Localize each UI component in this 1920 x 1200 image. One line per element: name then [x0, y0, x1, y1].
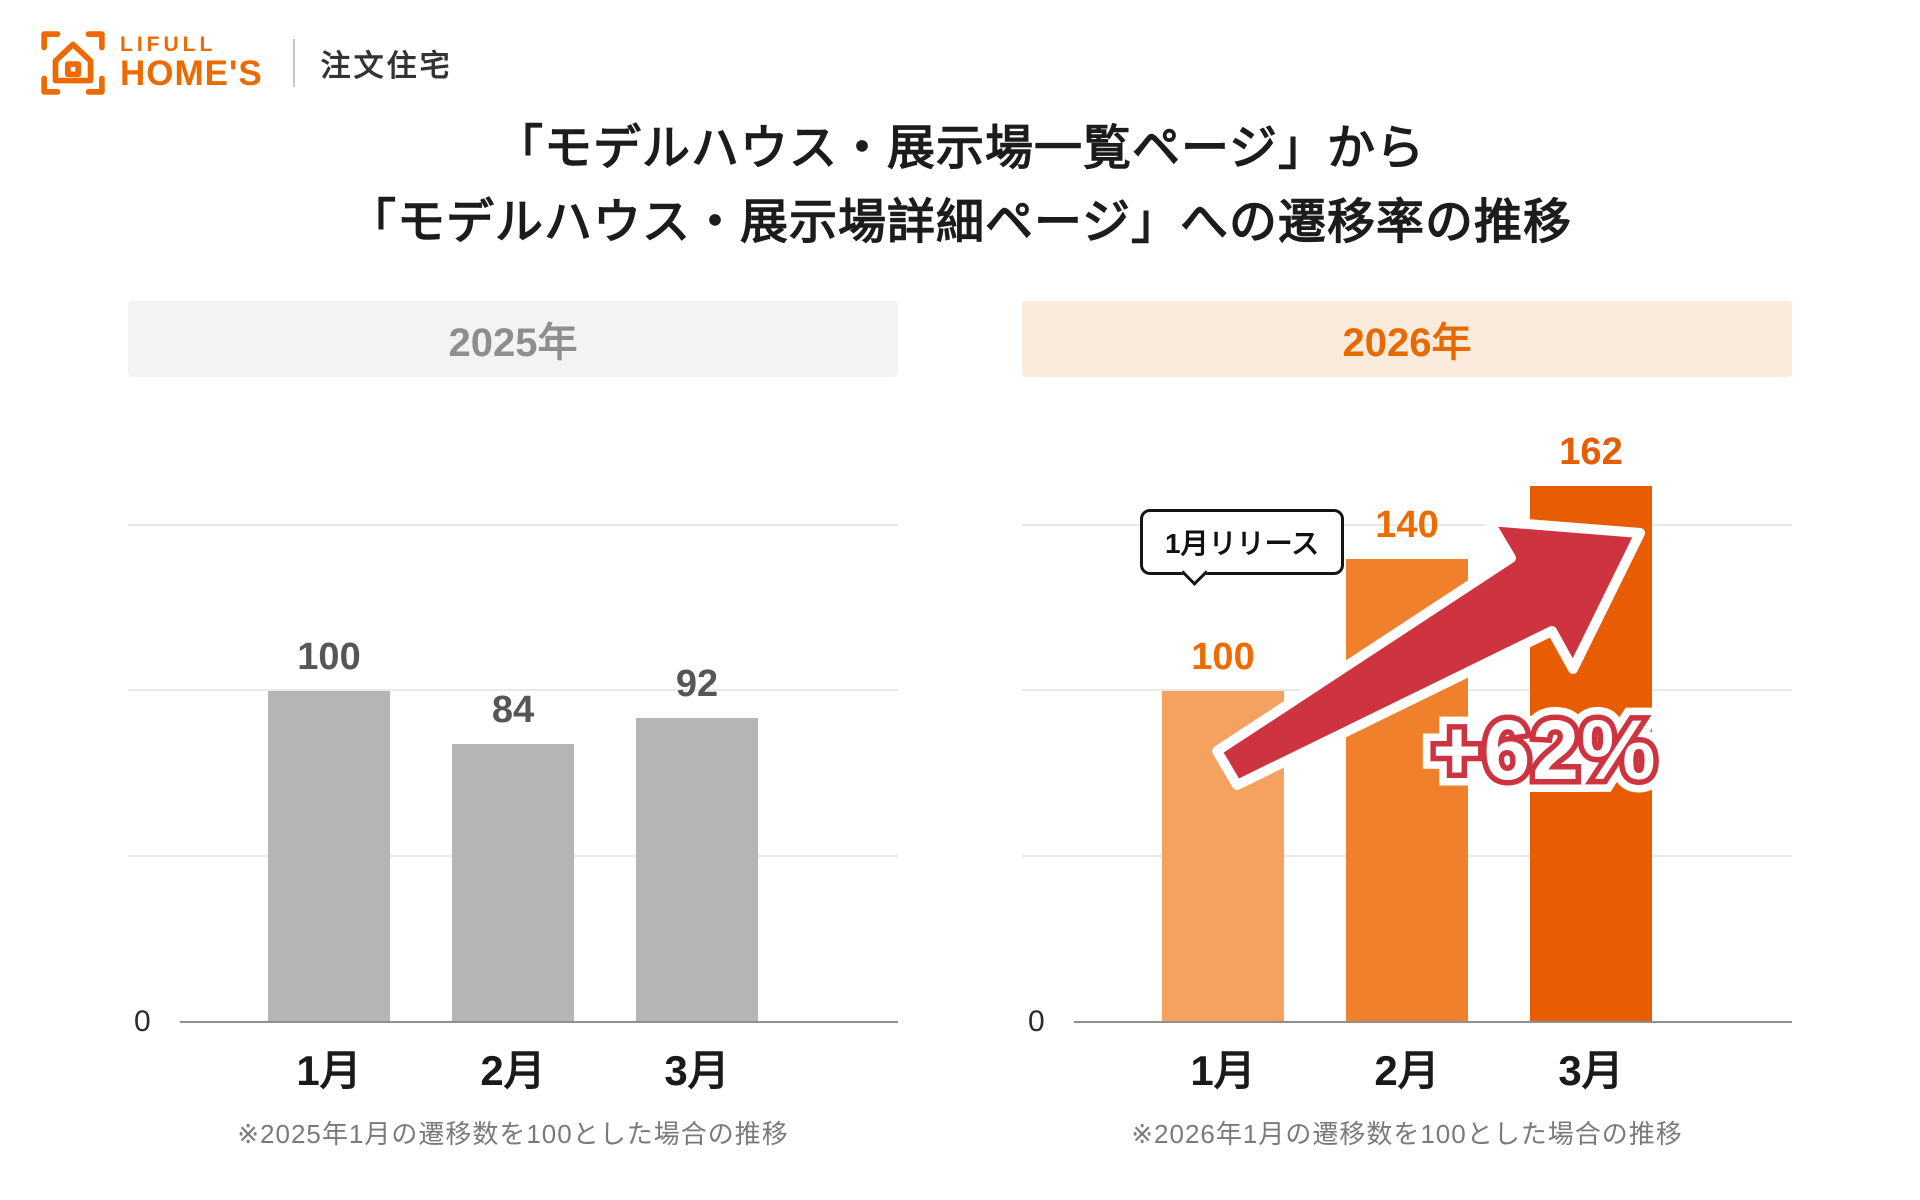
- grid-line: [128, 689, 898, 692]
- chart-title-2026: 2026年: [1342, 320, 1472, 365]
- brand-homes: HOME'S: [120, 53, 263, 93]
- x-axis-label: 1月: [1190, 1046, 1256, 1094]
- bar-value-label: 140: [1375, 503, 1439, 546]
- x-axis-label: 3月: [1558, 1046, 1624, 1094]
- x-axis-labels-2026: 1月 2月 3月: [1022, 1037, 1792, 1098]
- bar-value-label: 100: [1191, 636, 1255, 679]
- bar-value-label: 84: [491, 689, 535, 732]
- bar: [1162, 691, 1284, 1023]
- chart-title-2025: 2025年: [448, 320, 578, 365]
- bar: [636, 717, 758, 1023]
- x-axis-label: 1月: [296, 1046, 362, 1094]
- brand-header: LIFULL HOME'S 注文住宅: [40, 30, 1880, 96]
- x-axis-line-2025: [180, 1020, 898, 1023]
- bar-column: 84: [452, 689, 574, 1023]
- chart-header-2026: 2026年: [1022, 300, 1792, 377]
- service-label: 注文住宅: [320, 50, 453, 83]
- footnote-2025: ※2025年1月の遷移数を100とした場合の推移: [237, 1118, 789, 1149]
- bar: [1530, 485, 1652, 1023]
- x-axis-label: 2月: [1374, 1046, 1440, 1094]
- bar-column: 162: [1530, 431, 1652, 1023]
- brand-name: LIFULL HOME'S: [120, 32, 263, 93]
- bars-2026: 100 140 162: [1022, 383, 1792, 1023]
- chart-header-2025: 2025年: [128, 300, 898, 377]
- bars-2025: 100 84 92: [128, 383, 898, 1023]
- plot-area-2026: 100 140 162 0 +62% +62% 1月リリース: [1022, 383, 1792, 1038]
- bar: [268, 691, 390, 1023]
- chart-panel-2026: 2026年 100 140 162 0 +62% +62% 1月リリース 1月 2月 3…: [1022, 300, 1792, 1151]
- bar-column: 140: [1346, 504, 1468, 1023]
- charts-row: 2025年 100 84 92 0 1月 2月 3月 ※2025年1月の遷移数を100と…: [40, 300, 1880, 1151]
- title-line-1: 「モデルハウス・展示場一覧ページ」から: [494, 122, 1426, 175]
- release-callout: 1月リリース: [1140, 508, 1345, 575]
- bar-column: 92: [636, 663, 758, 1023]
- title-line-2: 「モデルハウス・展示場詳細ページ」への遷移率の推移: [347, 196, 1573, 250]
- x-axis-labels-2025: 1月 2月 3月: [128, 1037, 898, 1098]
- bar-value-label: 162: [1559, 430, 1623, 473]
- header-divider: [292, 39, 295, 87]
- chart-panel-2025: 2025年 100 84 92 0 1月 2月 3月 ※2025年1月の遷移数を100と…: [128, 300, 898, 1151]
- y-zero-label-2026: 0: [1028, 1004, 1045, 1038]
- bar-value-label: 92: [675, 662, 719, 705]
- bar-value-label: 100: [297, 636, 361, 679]
- y-zero-label-2025: 0: [134, 1004, 151, 1038]
- bar-column: 100: [268, 636, 390, 1023]
- page-title: 「モデルハウス・展示場一覧ページ」から 「モデルハウス・展示場詳細ページ」への遷…: [40, 112, 1880, 261]
- footnote-2026: ※2026年1月の遷移数を100とした場合の推移: [1131, 1118, 1683, 1149]
- bar: [1346, 558, 1468, 1023]
- grid-line: [128, 523, 898, 526]
- x-axis-line-2026: [1074, 1020, 1792, 1023]
- x-axis-label: 3月: [664, 1046, 730, 1094]
- bar-column: 100: [1162, 636, 1284, 1023]
- house-icon: [41, 31, 105, 95]
- plot-area-2025: 100 84 92 0: [128, 383, 898, 1038]
- bar: [452, 744, 574, 1023]
- brand-lifull: LIFULL: [120, 32, 217, 56]
- x-axis-label: 2月: [480, 1046, 546, 1094]
